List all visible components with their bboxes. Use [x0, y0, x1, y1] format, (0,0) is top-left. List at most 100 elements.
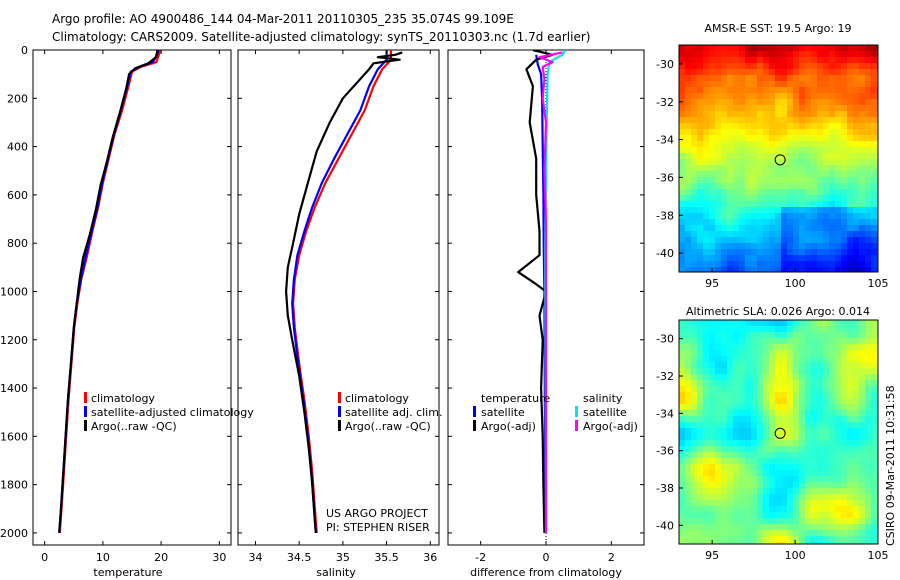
heatmap-cell: [727, 135, 734, 142]
heatmap-cell: [847, 153, 854, 160]
heatmap-cell: [829, 524, 836, 531]
heatmap-cell: [775, 410, 782, 417]
heatmap-cell: [865, 512, 872, 519]
heatmap-cell: [871, 428, 878, 435]
heatmap-cell: [685, 362, 692, 369]
heatmap-cell: [691, 524, 698, 531]
heatmap-cell: [697, 105, 704, 112]
heatmap-cell: [793, 231, 800, 238]
heatmap-cell: [769, 183, 776, 190]
heatmap-cell: [871, 368, 878, 375]
heatmap-cell: [679, 392, 686, 399]
heatmap-cell: [871, 530, 878, 537]
heatmap-cell: [721, 111, 728, 118]
heatmap-cell: [841, 410, 848, 417]
heatmap-cell: [763, 195, 770, 202]
heatmap-cell: [763, 398, 770, 405]
heatmap-cell: [721, 380, 728, 387]
heatmap-cell: [757, 159, 764, 166]
heatmap-cell: [691, 189, 698, 196]
heatmap-cell: [775, 165, 782, 172]
heatmap-cell: [793, 225, 800, 232]
heatmap-cell: [763, 105, 770, 112]
heatmap-cell: [781, 63, 788, 70]
heatmap-cell: [805, 362, 812, 369]
heatmap-cell: [751, 111, 758, 118]
heatmap-cell: [829, 177, 836, 184]
heatmap-cell: [775, 458, 782, 465]
heatmap-cell: [781, 69, 788, 76]
heatmap-cell: [871, 261, 878, 268]
heatmap-cell: [787, 458, 794, 465]
heatmap-cell: [733, 45, 740, 52]
heatmap-cell: [787, 422, 794, 429]
heatmap-cell: [709, 428, 716, 435]
heatmap-cell: [775, 213, 782, 220]
heatmap-cell: [835, 213, 842, 220]
heatmap-cell: [787, 434, 794, 441]
heatmap-cell: [823, 482, 830, 489]
heatmap-cell: [703, 105, 710, 112]
difference-xlabel: difference from climatology: [470, 566, 622, 579]
heatmap-cell: [823, 380, 830, 387]
heatmap-cell: [757, 255, 764, 262]
heatmap-cell: [769, 434, 776, 441]
heatmap-cell: [739, 51, 746, 58]
heatmap-cell: [763, 332, 770, 339]
heatmap-cell: [715, 111, 722, 118]
heatmap-cell: [805, 416, 812, 423]
heatmap-cell: [781, 87, 788, 94]
heatmap-cell: [697, 141, 704, 148]
heatmap-cell: [721, 458, 728, 465]
heatmap-cell: [841, 147, 848, 154]
heatmap-cell: [727, 243, 734, 250]
heatmap-cell: [775, 320, 782, 327]
heatmap-cell: [811, 165, 818, 172]
heatmap-cell: [709, 171, 716, 178]
heatmap-cell: [799, 57, 806, 64]
heatmap-cell: [775, 177, 782, 184]
heatmap-cell: [841, 476, 848, 483]
heatmap-cell: [799, 344, 806, 351]
heatmap-cell: [697, 362, 704, 369]
heatmap-cell: [865, 326, 872, 333]
heatmap-cell: [715, 356, 722, 363]
heatmap-cell: [859, 213, 866, 220]
legend-swatch-sal-argo: [575, 420, 578, 431]
heatmap-cell: [871, 237, 878, 244]
heatmap-cell: [823, 165, 830, 172]
heatmap-cell: [829, 500, 836, 507]
heatmap-cell: [733, 386, 740, 393]
heatmap-cell: [859, 404, 866, 411]
heatmap-cell: [727, 446, 734, 453]
heatmap-cell: [859, 81, 866, 88]
heatmap-cell: [685, 356, 692, 363]
heatmap-cell: [805, 332, 812, 339]
heatmap-cell: [679, 344, 686, 351]
heatmap-cell: [751, 440, 758, 447]
heatmap-cell: [709, 368, 716, 375]
heatmap-cell: [715, 416, 722, 423]
heatmap-cell: [763, 87, 770, 94]
heatmap-cell: [763, 476, 770, 483]
heatmap-cell: [757, 129, 764, 136]
heatmap-cell: [739, 207, 746, 214]
heatmap-cell: [835, 45, 842, 52]
heatmap-cell: [787, 249, 794, 256]
heatmap-cell: [745, 374, 752, 381]
heatmap-cell: [775, 524, 782, 531]
heatmap-cell: [763, 422, 770, 429]
heatmap-cell: [829, 213, 836, 220]
heatmap-cell: [871, 476, 878, 483]
heatmap-cell: [745, 111, 752, 118]
heatmap-cell: [739, 183, 746, 190]
heatmap-cell: [745, 165, 752, 172]
heatmap-cell: [799, 195, 806, 202]
heatmap-cell: [805, 482, 812, 489]
heatmap-cell: [679, 105, 686, 112]
heatmap-cell: [685, 470, 692, 477]
heatmap-cell: [835, 171, 842, 178]
heatmap-cell: [685, 482, 692, 489]
heatmap-cell: [793, 404, 800, 411]
heatmap-cell: [721, 446, 728, 453]
